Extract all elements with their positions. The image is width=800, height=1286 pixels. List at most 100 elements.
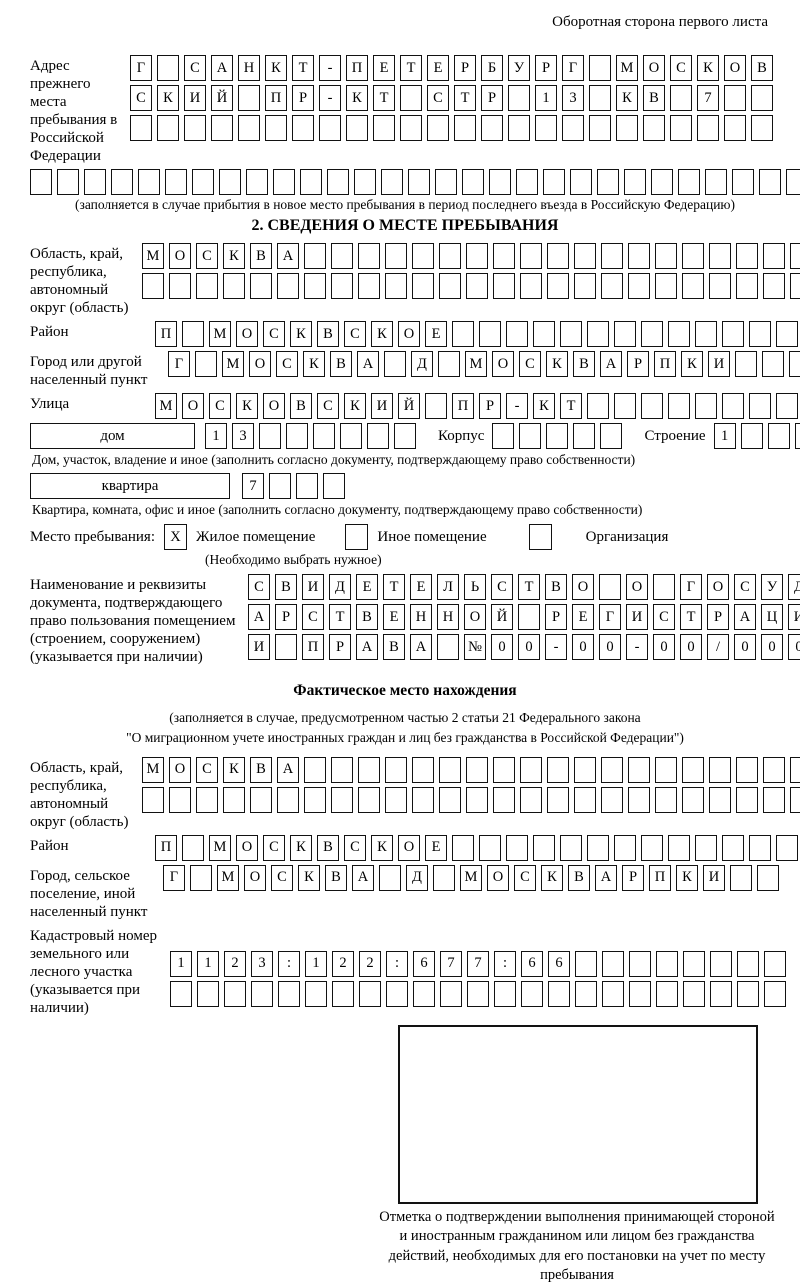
char-cell: 1 xyxy=(713,423,736,449)
char-cell: К xyxy=(533,393,555,419)
char-cell: Й xyxy=(398,393,420,419)
char-cell xyxy=(386,980,408,1007)
char-cell xyxy=(157,115,179,141)
char-cell: - xyxy=(626,634,648,660)
char-cell xyxy=(438,351,460,377)
prev-address-field: Адрес прежнего места пребывания в Россий… xyxy=(30,55,780,165)
char-cell xyxy=(413,980,435,1007)
char-cell xyxy=(111,169,133,195)
char-cell xyxy=(439,786,461,813)
char-cell xyxy=(575,980,597,1007)
checkbox-organizatsiya xyxy=(528,524,552,550)
char-cell xyxy=(709,786,731,813)
char-cell xyxy=(709,243,731,269)
char-cell: Н xyxy=(410,604,432,630)
char-cell xyxy=(467,980,489,1007)
char-cell: В xyxy=(250,756,272,783)
char-cell xyxy=(695,834,717,861)
char-cell xyxy=(574,756,596,783)
char-cell xyxy=(331,786,353,813)
char-cell: Д xyxy=(788,574,800,600)
char-cell xyxy=(697,115,719,141)
char-cell xyxy=(546,423,569,449)
char-cell: М xyxy=(222,351,244,377)
char-cell xyxy=(259,423,281,449)
char-cell: 0 xyxy=(653,634,675,660)
char-cell: О xyxy=(236,321,258,347)
char-cell: : xyxy=(386,950,408,977)
actual-raion-label: Район xyxy=(30,837,69,854)
char-cell xyxy=(751,115,773,141)
char-cell xyxy=(506,834,528,861)
char-cell xyxy=(732,169,754,195)
char-cell: Е xyxy=(356,574,378,600)
char-cell xyxy=(616,115,638,141)
char-cell: Т xyxy=(383,574,405,600)
char-cell: С xyxy=(184,55,206,81)
char-cell xyxy=(452,834,474,861)
char-cell xyxy=(587,321,609,347)
char-cell xyxy=(182,321,204,347)
char-cell xyxy=(656,980,678,1007)
char-cell: К xyxy=(681,351,703,377)
char-cell xyxy=(238,115,260,141)
char-cell: К xyxy=(371,321,393,347)
char-cell: Т xyxy=(560,393,582,419)
char-cell: О xyxy=(182,393,204,419)
kadastr-field: Кадастровый номер земельного или лесного… xyxy=(30,925,786,1017)
char-cell xyxy=(602,980,624,1007)
char-cell xyxy=(157,55,179,81)
char-cell: 0 xyxy=(680,634,702,660)
char-cell: Й xyxy=(211,85,233,111)
char-cell xyxy=(730,864,752,891)
char-cell xyxy=(628,786,650,813)
char-cell: П xyxy=(649,864,671,891)
char-cell xyxy=(304,243,326,269)
char-cell xyxy=(794,423,800,449)
char-cell: Р xyxy=(292,85,314,111)
char-cell xyxy=(313,423,335,449)
char-cell xyxy=(601,273,623,299)
char-cell xyxy=(224,980,246,1007)
char-cell: В xyxy=(325,864,347,891)
char-cell xyxy=(547,243,569,269)
char-cell: И xyxy=(371,393,393,419)
char-cell xyxy=(736,756,758,783)
char-cell xyxy=(452,321,474,347)
char-cell: В xyxy=(317,834,339,861)
char-cell xyxy=(381,169,403,195)
char-cell: 1 xyxy=(205,423,227,449)
char-cell xyxy=(385,756,407,783)
char-cell: 7 xyxy=(242,473,264,499)
char-cell: В xyxy=(330,351,352,377)
actual-location-title: Фактическое место нахождения xyxy=(293,682,517,699)
char-cell xyxy=(520,786,542,813)
char-cell xyxy=(790,786,800,813)
char-cell xyxy=(790,243,800,269)
char-cell: О xyxy=(244,864,266,891)
actual-oblast-field: Область, край, республика, автономный ок… xyxy=(30,756,800,831)
char-cell: А xyxy=(356,634,378,660)
char-cell: 2 xyxy=(332,950,354,977)
char-cell xyxy=(479,834,501,861)
char-cell: М xyxy=(142,756,164,783)
char-cell xyxy=(736,273,758,299)
char-cell xyxy=(790,756,800,783)
char-cell xyxy=(547,786,569,813)
char-cell: Р xyxy=(481,85,503,111)
char-cell xyxy=(440,980,462,1007)
char-cell: Г xyxy=(163,864,185,891)
char-cell: П xyxy=(265,85,287,111)
stamp-caption: Отметка о подтверждении выполнения прини… xyxy=(379,1208,775,1284)
char-cell xyxy=(776,393,798,419)
char-cell xyxy=(599,574,621,600)
char-cell xyxy=(439,756,461,783)
char-cell xyxy=(653,574,675,600)
char-cell: А xyxy=(595,864,617,891)
char-cell xyxy=(346,115,368,141)
char-cell: М xyxy=(217,864,239,891)
